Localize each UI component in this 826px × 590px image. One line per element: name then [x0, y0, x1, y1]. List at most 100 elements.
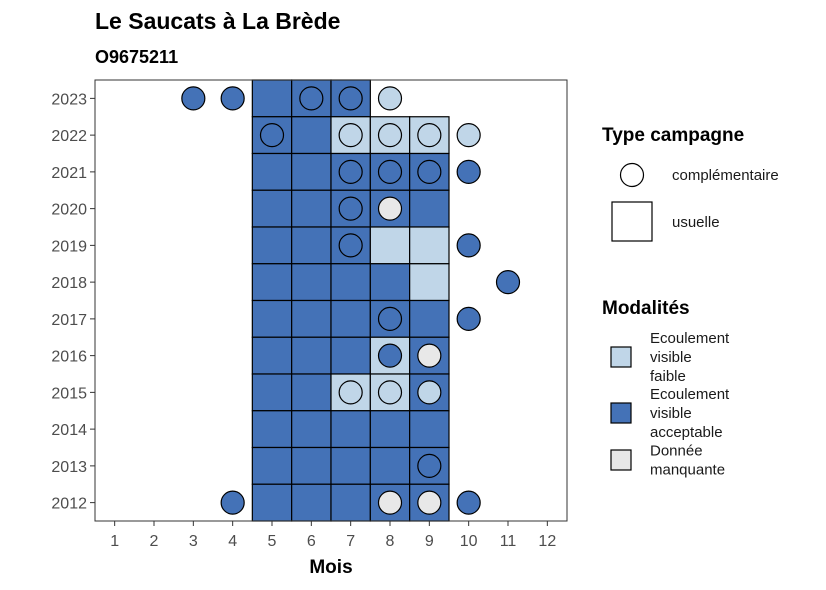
point-2023-8 [377, 86, 403, 111]
legend-label-faible: faible [650, 368, 686, 385]
tile-2014-6 [291, 410, 332, 449]
point-2017-10 [456, 306, 481, 331]
point-2022-5 [259, 123, 285, 148]
y-tick-label: 2019 [51, 238, 87, 255]
legend-swatch-manquante [610, 449, 632, 471]
legend-swatch-acceptable [610, 402, 632, 424]
tile-2014-8 [369, 410, 411, 449]
y-tick-label: 2014 [51, 422, 87, 439]
legend-label-acceptable: visible [650, 405, 692, 422]
tile-2016-6 [291, 336, 332, 375]
legend-label-acceptable: acceptable [650, 424, 723, 441]
legend-label-acceptable: Ecoulement [650, 386, 730, 403]
x-tick-label: 1 [110, 533, 119, 550]
point-2022-10 [456, 123, 481, 148]
y-tick-label: 2016 [51, 349, 87, 366]
tile-2015-6 [291, 373, 332, 412]
tile-2017-6 [291, 299, 332, 338]
x-tick-label: 11 [500, 533, 517, 550]
tile-2018-8 [369, 263, 411, 302]
tile-2020-6 [291, 189, 332, 228]
tile-2014-7 [330, 410, 371, 449]
chart-subtitle: O9675211 [95, 47, 178, 67]
tile-2022-6 [291, 116, 332, 155]
x-axis-title: Mois [309, 557, 352, 578]
tile-2018-6 [291, 263, 332, 302]
x-tick-label: 2 [150, 533, 159, 550]
legend-circle-symbol [619, 162, 645, 188]
tile-2021-6 [291, 152, 332, 191]
y-tick-label: 2020 [51, 202, 87, 219]
point-2023-4 [220, 86, 245, 111]
legend-square-symbol [611, 201, 653, 242]
y-tick-label: 2018 [51, 275, 87, 292]
legend-label-complementaire: complémentaire [672, 167, 779, 184]
legend-type-campagne: Type campagne complémentaire usuelle [602, 125, 779, 242]
point-2021-7 [338, 159, 363, 184]
point-2023-3 [181, 86, 206, 111]
point-2016-8 [377, 343, 403, 368]
legend-label-usuelle: usuelle [672, 214, 720, 231]
tile-2020-9 [409, 189, 450, 228]
y-tick-label: 2015 [51, 385, 87, 402]
legend-type-campagne-title: Type campagne [602, 125, 744, 146]
point-2015-7 [338, 380, 363, 405]
x-tick-label: 6 [307, 533, 316, 550]
tile-2018-9 [409, 263, 450, 302]
legend-label-faible: Ecoulement [650, 330, 730, 347]
point-2019-10 [456, 233, 481, 258]
point-2023-7 [338, 86, 363, 111]
y-tick-label: 2023 [51, 91, 87, 108]
legend-label-manquante: Donnée [650, 443, 703, 460]
point-2021-10 [456, 159, 481, 184]
tile-2021-5 [251, 152, 293, 191]
y-tick-label: 2021 [51, 165, 87, 182]
y-axis: 2012 2013 2014 2015 2016 2017 2018 2019 2020 2021… [51, 91, 95, 513]
tile-2019-9 [409, 226, 450, 265]
tile-2017-9 [409, 299, 450, 338]
tile-2013-6 [291, 446, 332, 485]
point-2012-4 [220, 490, 245, 515]
tile-2013-7 [330, 446, 371, 485]
y-tick-label: 2017 [51, 312, 87, 329]
tile-2017-7 [330, 299, 371, 338]
tile-2016-7 [330, 336, 371, 375]
x-tick-label: 3 [189, 533, 198, 550]
point-2017-8 [377, 306, 403, 331]
tile-2018-7 [330, 263, 371, 302]
legend-label-manquante: manquante [650, 462, 725, 479]
legend-modalites: Modalités EcoulementvisiblefaibleEcoulem… [602, 298, 730, 479]
y-tick-label: 2013 [51, 459, 87, 476]
point-2019-7 [338, 233, 363, 258]
point-2022-8 [377, 123, 403, 148]
y-tick-label: 2012 [51, 496, 87, 513]
legend-label-faible: visible [650, 349, 692, 366]
point-2020-7 [338, 196, 363, 221]
point-2015-8 [377, 380, 403, 405]
tile-2012-5 [251, 483, 293, 522]
x-tick-label: 12 [538, 533, 556, 550]
x-tick-label: 8 [386, 533, 395, 550]
complementaire-points [181, 86, 521, 515]
tile-2023-5 [251, 79, 293, 118]
tile-2016-5 [251, 336, 293, 375]
tile-2012-6 [291, 483, 332, 522]
x-axis: 1 2 3 4 5 6 7 8 9 10 11 12 [110, 521, 556, 550]
legend-modalites-title: Modalités [602, 298, 690, 319]
tile-2020-5 [251, 189, 293, 228]
point-2012-8 [377, 490, 403, 515]
point-2021-8 [377, 159, 403, 184]
chart-title: Le Saucats à La Brède [95, 8, 340, 34]
x-tick-label: 4 [228, 533, 237, 550]
x-tick-label: 9 [425, 533, 434, 550]
point-2012-9 [417, 490, 442, 515]
tile-2013-5 [251, 446, 293, 485]
tile-2013-8 [369, 446, 411, 485]
tile-2014-9 [409, 410, 450, 449]
point-2012-10 [456, 490, 481, 515]
point-2020-8 [377, 196, 403, 221]
point-2015-9 [417, 380, 442, 405]
point-2018-11 [495, 270, 521, 295]
tile-2015-5 [251, 373, 293, 412]
tile-2012-9 [409, 483, 450, 522]
